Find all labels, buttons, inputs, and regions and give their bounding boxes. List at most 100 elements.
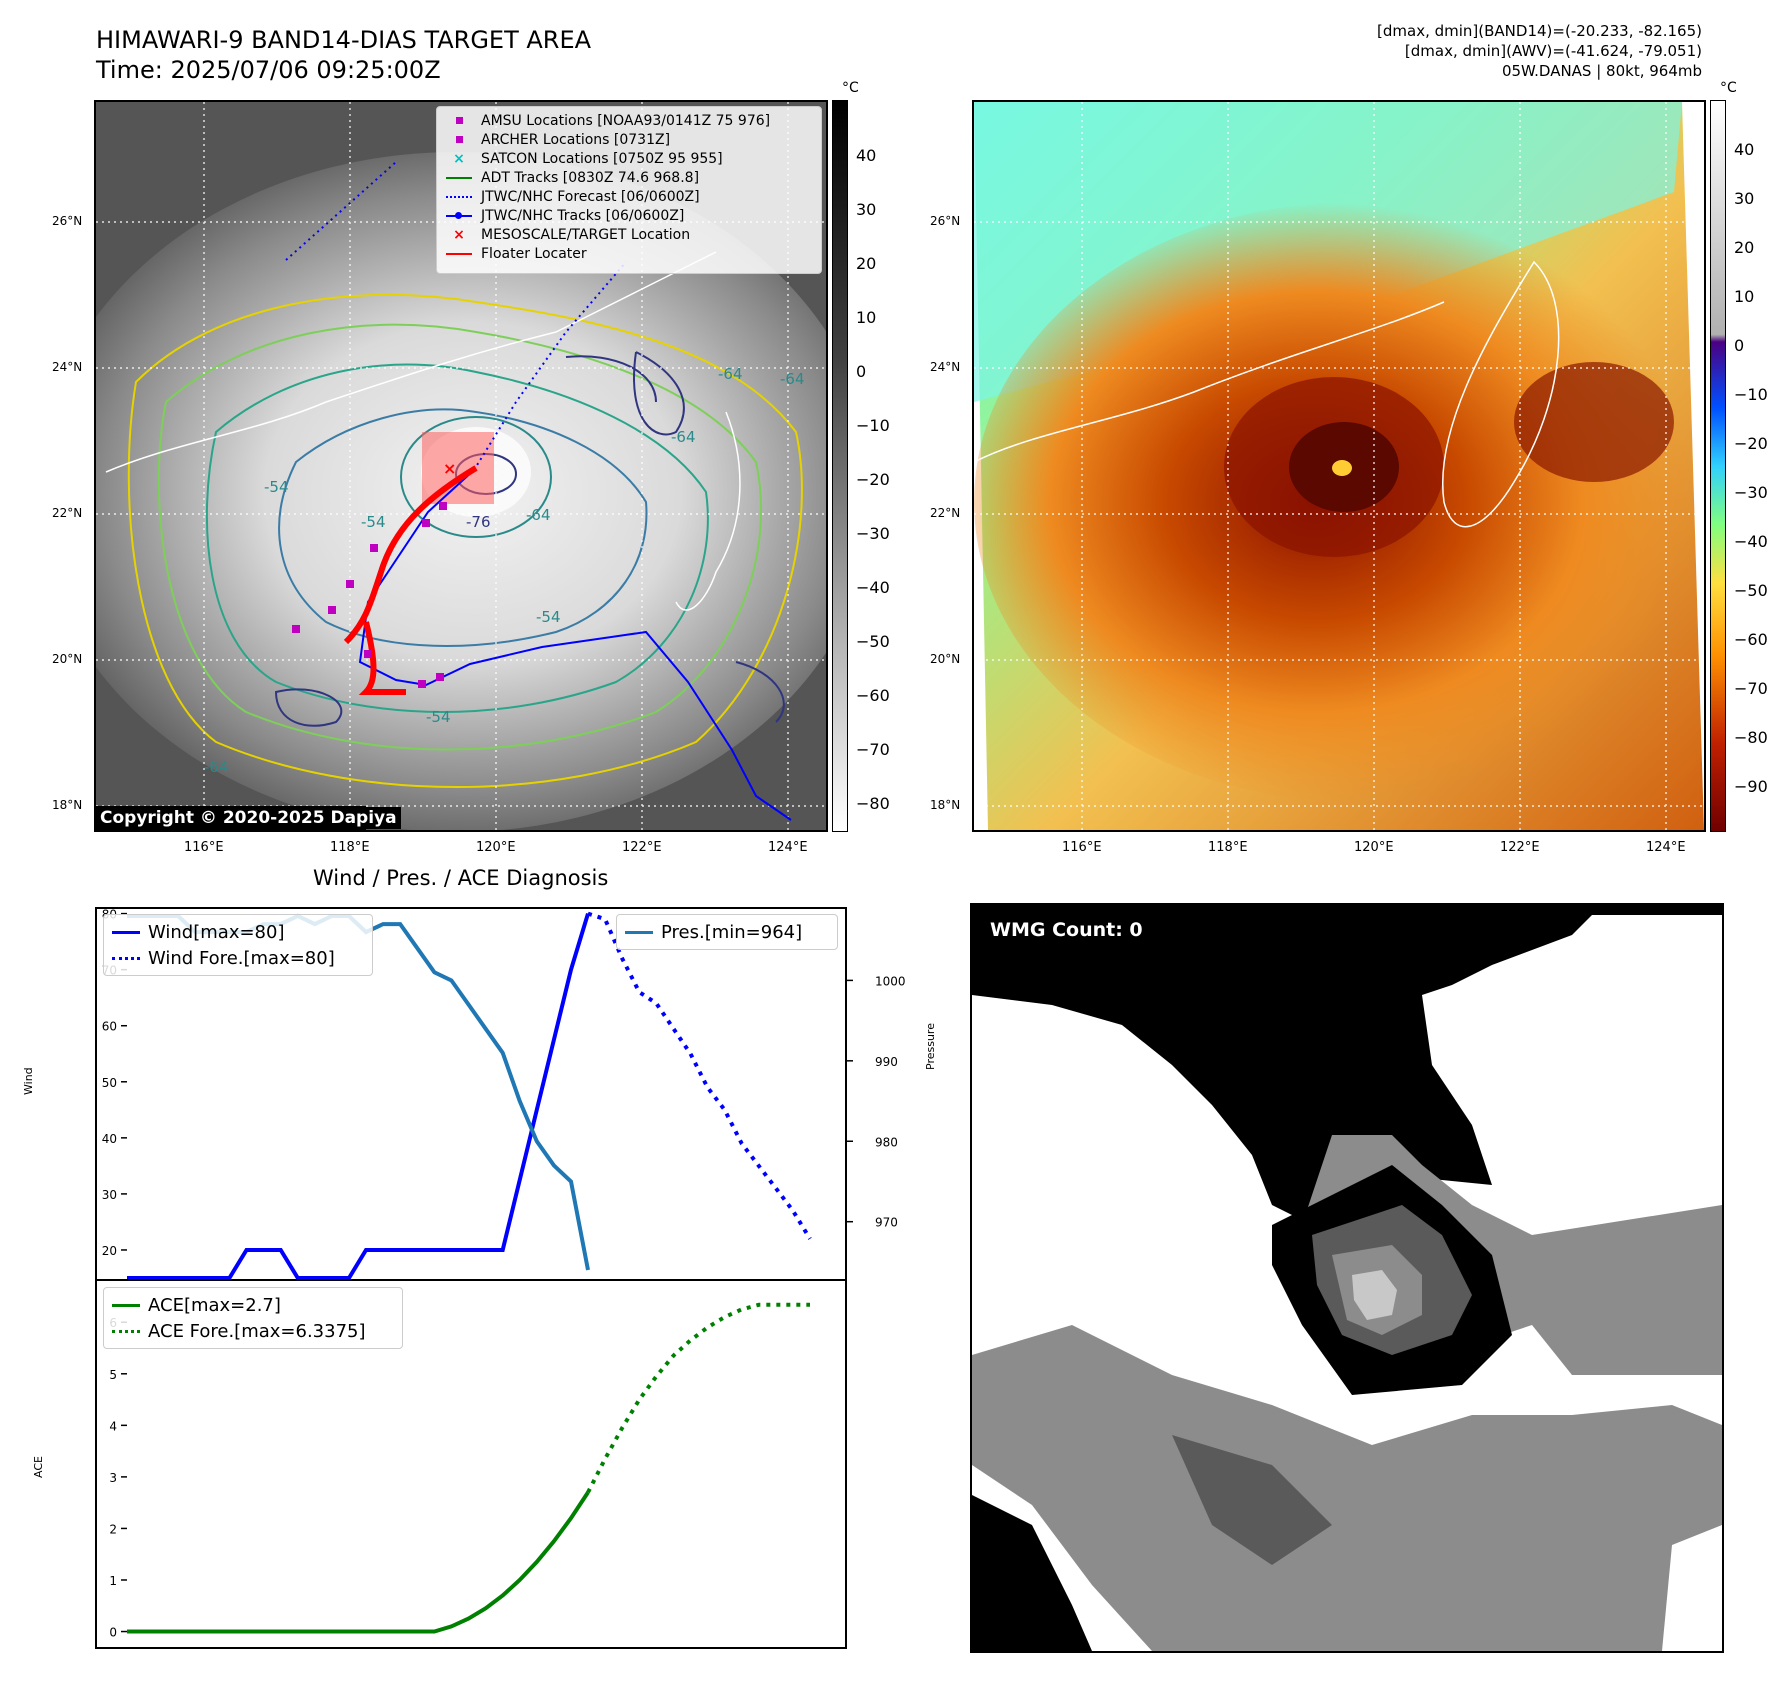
dmax-awv-text: [dmax, dmin](AWV)=(-41.624, -79.051): [1404, 42, 1702, 60]
colorbar-tick: 20: [1734, 238, 1755, 257]
legend-item: ADT Tracks [0830Z 74.6 968.8]: [445, 168, 813, 187]
left-colorbar-unit: °C: [842, 80, 859, 96]
figure-time: Time: 2025/07/06 09:25:00Z: [96, 56, 441, 84]
contour-label: -64: [780, 370, 805, 388]
colorbar-tick: −40: [1734, 532, 1768, 551]
lat-label: 24°N: [930, 360, 961, 374]
legend-item: Floater Locater: [445, 244, 813, 263]
awv-map: [972, 100, 1706, 832]
y-tick-label: 1000: [875, 974, 906, 988]
colorbar-tick: 10: [1734, 287, 1755, 306]
right-colorbar-unit: °C: [1720, 80, 1737, 96]
legend-item: ARCHER Locations [0731Z]: [445, 130, 813, 149]
colorbar-tick: −60: [856, 686, 890, 705]
contour-label: -76: [466, 513, 491, 531]
right-colorbar: [1710, 100, 1726, 832]
lon-label: 122°E: [622, 840, 662, 855]
lat-label: 26°N: [52, 214, 83, 228]
contour-label: -64: [718, 365, 743, 383]
contour-label: -54: [361, 513, 386, 531]
lon-label: 124°E: [1646, 840, 1686, 855]
figure-title: HIMAWARI-9 BAND14-DIAS TARGET AREA: [96, 26, 592, 54]
wmg-image: [972, 905, 1722, 1651]
copyright-badge: Copyright © 2020-2025 Dapiya: [96, 807, 401, 829]
target-location-marker: ×: [443, 459, 456, 478]
colorbar-tick: 40: [856, 146, 877, 165]
storm-info-text: 05W.DANAS | 80kt, 964mb: [1501, 62, 1702, 80]
lat-label: 20°N: [52, 652, 83, 666]
ace-legend: ACE[max=2.7] ACE Fore.[max=6.3375]: [103, 1287, 403, 1349]
legend-item: AMSU Locations [NOAA93/0141Z 75 976]: [445, 111, 813, 130]
pressure-ylabel: Pressure: [924, 1023, 937, 1070]
solid-line-icon: [445, 168, 473, 187]
lat-label: 26°N: [930, 214, 961, 228]
pressure-legend: Pres.[min=964]: [616, 914, 838, 950]
ace-plot-frame: [95, 1279, 847, 1649]
colorbar-tick: −10: [856, 416, 890, 435]
contour-label: -54: [264, 478, 289, 496]
contour-label: -64: [526, 506, 551, 524]
contour-label: -64: [204, 758, 229, 776]
x-marker-icon: ×: [453, 150, 465, 167]
colorbar-tick: −90: [1734, 777, 1768, 796]
target-area-box: [422, 432, 494, 504]
legend-item: JTWC/NHC Tracks [06/0600Z]: [445, 206, 813, 225]
solid-line-icon: [112, 1296, 140, 1315]
floater-track: [343, 465, 478, 695]
colorbar-tick: 10: [856, 308, 877, 327]
wmg-count-label: WMG Count: 0: [990, 919, 1143, 941]
wmg-panel: WMG Count: 0: [970, 903, 1724, 1653]
solid-line-icon: [445, 244, 473, 263]
dotted-line-icon: [112, 949, 140, 968]
wind-ylabel: Wind: [22, 1067, 35, 1095]
lat-label: 22°N: [930, 506, 961, 520]
lat-label: 20°N: [930, 652, 961, 666]
colorbar-tick: 40: [1734, 140, 1755, 159]
lat-label: 18°N: [52, 798, 83, 812]
solid-line-icon: [112, 923, 140, 942]
colorbar-tick: −50: [1734, 581, 1768, 600]
band14-map: -54 -54 -64 -76 -64 -64 -64 -54 -54 -64 …: [94, 100, 828, 832]
diagnosis-title: Wind / Pres. / ACE Diagnosis: [313, 866, 609, 890]
colorbar-tick: −20: [1734, 434, 1768, 453]
square-marker-icon: [445, 130, 473, 149]
dotted-line-icon: [445, 187, 473, 206]
awv-map-canvas: [974, 102, 1704, 830]
lon-label: 116°E: [1062, 840, 1102, 855]
contour-label: -54: [426, 708, 451, 726]
y-tick-label: 990: [875, 1055, 898, 1069]
lat-label: 22°N: [52, 506, 83, 520]
dmax-band14-text: [dmax, dmin](BAND14)=(-20.233, -82.165): [1377, 22, 1702, 40]
lon-label: 118°E: [1208, 840, 1248, 855]
legend-item: × MESOSCALE/TARGET Location: [445, 225, 813, 244]
colorbar-tick: −30: [856, 524, 890, 543]
colorbar-tick: 30: [856, 200, 877, 219]
lon-label: 122°E: [1500, 840, 1540, 855]
left-colorbar: [832, 100, 848, 832]
storm-eye: [1332, 460, 1352, 476]
colorbar-tick: −80: [856, 794, 890, 813]
ace-ylabel: ACE: [32, 1456, 45, 1478]
colorbar-tick: −70: [1734, 679, 1768, 698]
legend-item: ACE[max=2.7]: [112, 1292, 394, 1318]
lon-label: 118°E: [330, 840, 370, 855]
solid-line-icon: [625, 923, 653, 942]
colorbar-tick: −60: [1734, 630, 1768, 649]
lon-label: 116°E: [184, 840, 224, 855]
line-dot-icon: [445, 206, 473, 225]
legend-item: ACE Fore.[max=6.3375]: [112, 1318, 394, 1344]
lon-label: 124°E: [768, 840, 808, 855]
lon-label: 120°E: [476, 840, 516, 855]
legend-item: JTWC/NHC Forecast [06/0600Z]: [445, 187, 813, 206]
colorbar-tick: −10: [1734, 385, 1768, 404]
colorbar-tick: −30: [1734, 483, 1768, 502]
wind-legend: Wind[max=80] Wind Fore.[max=80]: [103, 914, 373, 976]
colorbar-tick: −80: [1734, 728, 1768, 747]
lon-label: 120°E: [1354, 840, 1394, 855]
contour-label: -54: [536, 608, 561, 626]
x-marker-icon: ×: [453, 226, 465, 243]
lat-label: 24°N: [52, 360, 83, 374]
legend-item: Wind[max=80]: [112, 919, 364, 945]
legend-item: Pres.[min=964]: [625, 919, 829, 945]
contour-label: -64: [671, 428, 696, 446]
